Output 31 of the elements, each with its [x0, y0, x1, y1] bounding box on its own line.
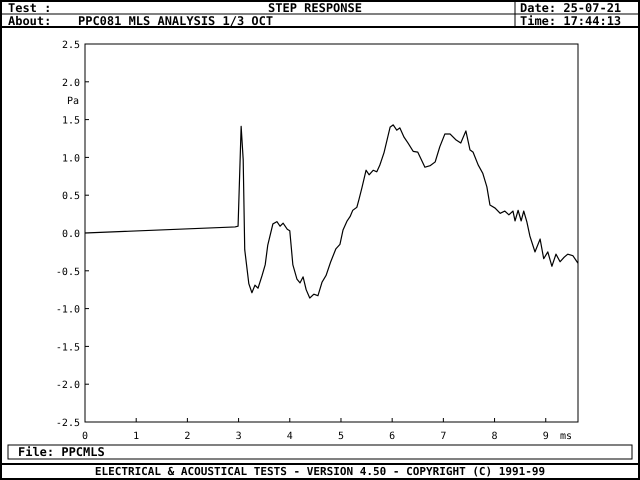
x-tick-label: 6	[389, 431, 396, 442]
y-tick-label: 2.0	[62, 78, 80, 89]
x-tick-label: 7	[440, 431, 446, 442]
y-tick-label: -1.5	[56, 342, 80, 354]
y-tick-label: 0.0	[62, 229, 80, 240]
chart-title: STEP RESPONSE	[268, 1, 362, 15]
y-tick-label: 0.5	[62, 191, 80, 202]
x-tick-label: 2	[184, 431, 190, 442]
x-tick-label: 5	[338, 431, 344, 442]
x-axis-title: ms	[560, 431, 572, 442]
y-tick-label: 1.0	[62, 153, 80, 164]
text: About:	[8, 14, 52, 28]
x-tick-label: 9	[542, 431, 549, 442]
x-tick-label: 4	[286, 431, 293, 442]
text: ELECTRICAL & ACOUSTICAL TESTS - VERSION 4.50 - COPYRIGHT (C) 1991-99	[94, 465, 546, 478]
y-tick-label: -1.0	[56, 304, 80, 316]
text: Date: 25-07-21	[520, 1, 622, 15]
y-tick-label: -2.5	[56, 418, 80, 429]
y-tick-label: -2.0	[56, 380, 80, 392]
x-tick-label: 8	[492, 431, 498, 442]
x-tick-label: 0	[82, 431, 88, 442]
x-tick-label: 3	[236, 431, 242, 442]
y-tick-label: -0.5	[56, 266, 80, 278]
y-tick-label: 1.5	[62, 116, 80, 127]
chart-subtitle: PPC081 MLS ANALYSIS 1/3 OCT	[78, 14, 274, 28]
y-axis-title: Pa	[67, 96, 80, 107]
x-tick-label: 1	[133, 431, 140, 442]
text: Test :	[8, 1, 52, 15]
text: File: PPCMLS	[18, 445, 105, 459]
y-tick-label: 2.5	[62, 40, 80, 51]
text: Time: 17:44:13	[520, 14, 622, 28]
